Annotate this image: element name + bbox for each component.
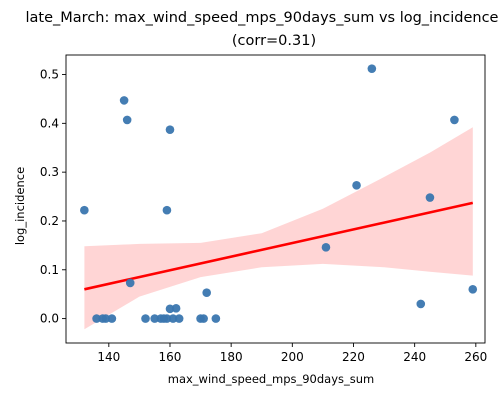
y-tick-label: 0.1	[40, 263, 59, 277]
y-axis-ticks: 0.0 0.1 0.2 0.3 0.4 0.5	[40, 68, 66, 326]
data-point	[165, 125, 175, 134]
x-tick-label: 160	[159, 350, 182, 364]
data-point	[165, 304, 175, 314]
y-axis-label: log_incidence	[13, 167, 27, 245]
x-tick-label: 200	[281, 350, 304, 364]
data-point	[125, 278, 135, 288]
data-point	[162, 314, 172, 323]
data-point	[211, 314, 221, 323]
y-tick-label: 0.4	[40, 116, 59, 130]
x-tick-label: 240	[403, 350, 426, 364]
data-point	[199, 314, 208, 323]
data-point	[162, 205, 172, 215]
confidence-band	[84, 127, 473, 330]
plot-area-frame	[65, 54, 486, 344]
data-point	[80, 205, 89, 215]
x-tick-label: 140	[97, 350, 120, 364]
data-point	[92, 314, 101, 323]
chart-subtitle: (corr=0.31)	[232, 33, 316, 49]
regression-line	[84, 201, 474, 291]
y-tick-label: 0.0	[40, 312, 59, 326]
data-point	[321, 243, 331, 252]
x-tick-label: 220	[342, 350, 365, 364]
data-point	[425, 193, 435, 202]
data-point	[416, 299, 426, 309]
data-point	[122, 115, 132, 125]
data-point	[174, 314, 184, 323]
y-tick-label: 0.5	[40, 68, 59, 82]
data-point	[171, 304, 181, 313]
y-tick-label: 0.2	[40, 214, 59, 228]
data-point	[141, 314, 150, 323]
data-point	[202, 288, 211, 298]
data-point	[352, 181, 361, 190]
data-points-layer	[80, 64, 478, 323]
data-point	[119, 96, 129, 105]
x-tick-label: 180	[220, 350, 243, 364]
data-point	[450, 115, 459, 125]
data-point	[150, 314, 159, 323]
x-tick-label: 260	[464, 350, 487, 364]
chart-title: late_March: max_wind_speed_mps_90days_su…	[26, 10, 499, 26]
data-point	[168, 314, 178, 323]
data-point	[107, 314, 117, 323]
confidence-band-layer	[84, 127, 473, 330]
y-tick-label: 0.3	[40, 165, 59, 179]
x-axis-ticks: 140 160 180 200 220 240 260	[97, 343, 487, 364]
regression-line-layer	[84, 201, 474, 291]
data-point	[101, 314, 111, 323]
data-point	[367, 64, 377, 73]
data-point	[468, 285, 478, 294]
x-axis-label: max_wind_speed_mps_90days_sum	[168, 372, 375, 386]
